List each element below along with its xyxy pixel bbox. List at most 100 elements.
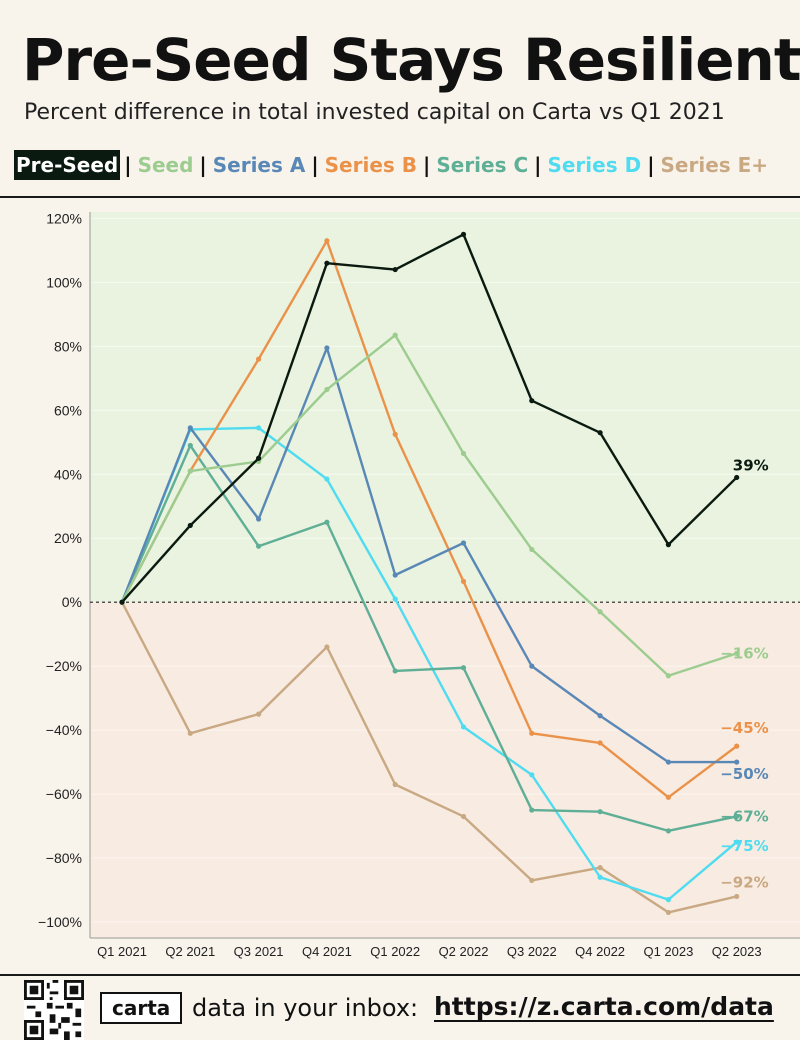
data-point-series-d (392, 596, 398, 602)
data-point-series-b (734, 743, 740, 749)
y-tick-label: 60% (54, 402, 82, 418)
end-label-series-c: −67% (720, 807, 768, 825)
y-tick-label: 40% (54, 466, 82, 482)
end-label-seed: −16% (720, 644, 768, 662)
data-point-seed (529, 546, 535, 553)
data-point-series-a (187, 425, 193, 431)
end-label-series-e: −92% (720, 873, 768, 891)
data-point-series-a (665, 759, 672, 765)
end-label-pre-seed: 39% (733, 456, 769, 474)
data-point-series-a (529, 663, 535, 669)
data-point-series-a (460, 540, 467, 546)
end-label-series-b: −45% (720, 719, 768, 737)
line-chart: 120% 100% 80% 60% 40% 20% 0% −20% −40% −60% −80% −1… (38, 210, 800, 959)
series-line-series-a (120, 346, 737, 764)
negative-region (90, 602, 800, 938)
data-point-series-b (460, 578, 467, 584)
series-line-series-e (120, 601, 737, 914)
data-point-series-e (597, 865, 603, 871)
data-point-series-a (734, 759, 740, 765)
positive-region (90, 212, 800, 603)
end-label-series-d: −75% (720, 837, 768, 855)
data-point-seed (392, 332, 398, 338)
series-line-pre-seed (121, 233, 738, 603)
data-point-series-d (529, 772, 535, 778)
carta-logo: carta (100, 992, 183, 1024)
data-point-series-d (256, 425, 262, 431)
data-point-series-c (597, 809, 603, 815)
data-point-series-d (460, 724, 467, 730)
series-line-series-d (120, 426, 738, 901)
x-tick-label: Q2 2021 (165, 944, 215, 959)
x-tick-label: Q1 2022 (370, 944, 420, 959)
data-point-series-b (256, 356, 262, 362)
x-tick-label: Q4 2022 (575, 944, 625, 959)
data-point-pre-seed (734, 474, 740, 481)
data-point-series-c (734, 813, 740, 820)
data-point-series-a (392, 572, 398, 578)
x-tick-label: Q3 2021 (234, 944, 284, 959)
data-point-series-d (324, 476, 330, 482)
y-tick-label: 0% (62, 594, 82, 610)
data-point-series-a (256, 516, 262, 522)
data-point-pre-seed (460, 231, 467, 237)
y-tick-label: −100% (38, 914, 82, 930)
x-tick-label: Q4 2021 (302, 944, 352, 959)
footer-text: data in your inbox: (192, 994, 419, 1022)
newsletter-link[interactable]: https://z.carta.com/data (434, 992, 774, 1021)
legend-separator: | (124, 153, 132, 177)
data-point-series-b (324, 238, 330, 244)
data-point-series-a (324, 345, 330, 351)
data-point-seed (734, 650, 740, 656)
y-tick-label: 80% (54, 338, 82, 354)
x-tick-label: Q1 2023 (643, 944, 693, 959)
data-point-pre-seed (324, 260, 330, 266)
data-point-series-c (392, 668, 398, 674)
legend-separator: | (311, 153, 319, 177)
data-point-series-e (460, 813, 467, 820)
data-point-pre-seed (119, 599, 125, 605)
y-tick-label: −40% (46, 722, 82, 738)
x-tick-label: Q3 2022 (507, 944, 557, 959)
data-point-series-d (665, 897, 672, 903)
data-point-series-e (665, 909, 672, 916)
series-line-series-b (120, 239, 738, 799)
data-point-pre-seed (597, 430, 603, 436)
data-point-seed (597, 609, 603, 615)
data-point-series-e (392, 781, 398, 788)
data-point-pre-seed (665, 542, 672, 548)
qr-code-icon[interactable] (24, 980, 84, 1040)
data-point-series-c (324, 519, 330, 525)
data-point-series-c (665, 828, 672, 834)
data-point-pre-seed (529, 398, 535, 404)
legend-item-seed: Seed (137, 153, 194, 177)
legend-item-series-a: Series A (212, 153, 306, 177)
data-point-series-c (256, 543, 262, 549)
data-point-series-e (529, 877, 535, 884)
data-point-pre-seed (392, 266, 398, 273)
data-point-series-c (529, 807, 535, 813)
legend: Pre-Seed | Seed | Series A | Series B | Series C… (14, 150, 786, 180)
top-divider (0, 196, 800, 198)
data-point-series-e (734, 893, 740, 900)
y-tick-label: −60% (46, 786, 82, 802)
data-point-seed (460, 450, 467, 457)
legend-separator: | (647, 153, 655, 177)
series-line-seed (120, 333, 738, 677)
legend-item-series-e: Series E+ (660, 153, 769, 177)
legend-separator: | (423, 153, 431, 177)
data-point-series-d (734, 839, 740, 845)
y-tick-label: 100% (46, 274, 82, 290)
y-tick-label: −80% (46, 850, 82, 866)
data-point-series-d (597, 874, 603, 880)
data-point-series-e (187, 730, 193, 736)
x-tick-label: Q1 2021 (97, 944, 147, 959)
y-tick-label: −20% (46, 658, 82, 674)
data-point-series-c (460, 665, 467, 671)
data-point-series-a (597, 713, 603, 719)
page-title: Pre-Seed Stays Resilient (22, 26, 800, 94)
series-line-series-c (120, 444, 737, 833)
data-point-pre-seed (187, 522, 193, 529)
data-point-series-b (597, 740, 603, 746)
